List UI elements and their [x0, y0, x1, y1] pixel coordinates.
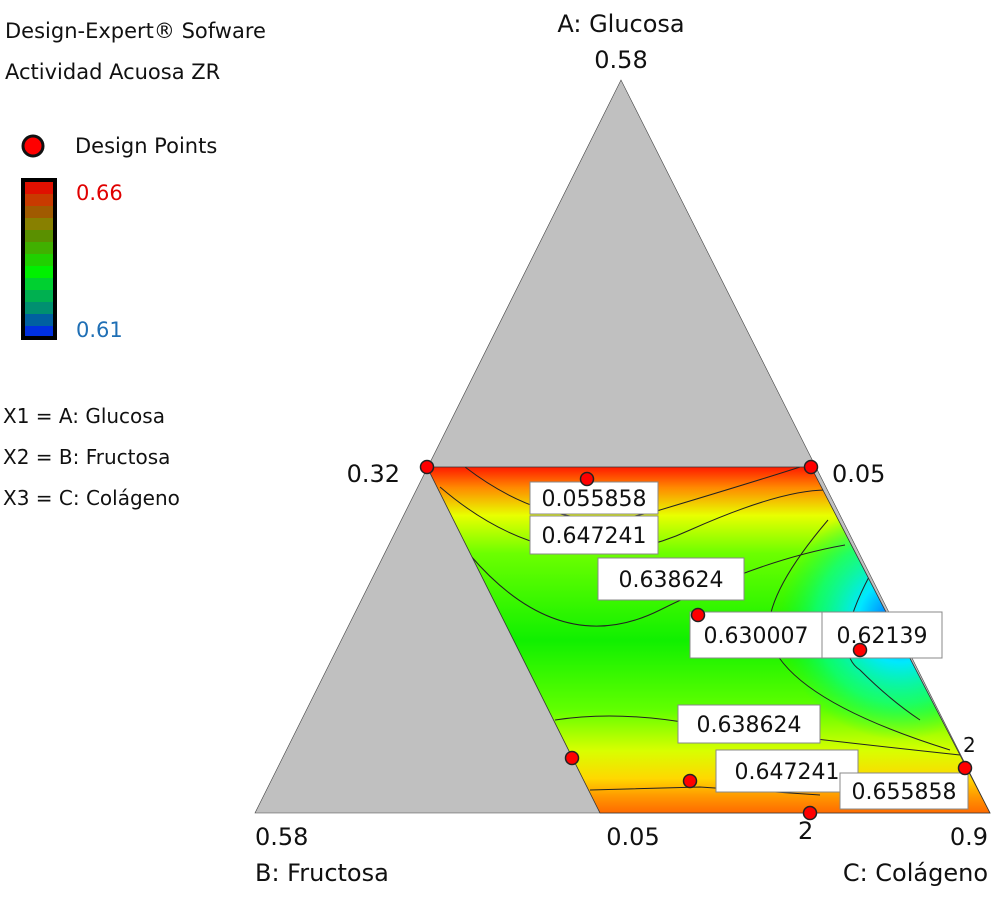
design-point — [957, 760, 973, 776]
axis-c-max: 0.9 — [950, 823, 988, 851]
scale-max-label: 0.66 — [76, 181, 123, 205]
contour-label-box — [715, 749, 859, 793]
color-scale-step — [25, 326, 53, 339]
contour-label: 0.647241 — [735, 760, 840, 785]
design-point — [564, 750, 580, 766]
color-scale-step — [25, 242, 53, 255]
color-scale-step — [25, 290, 53, 303]
contour-label: 0.638624 — [697, 713, 802, 738]
color-scale-step — [25, 230, 53, 243]
software-name: Design-Expert® Sofware — [5, 19, 266, 43]
replicate-count: 2 — [798, 817, 813, 845]
color-scale-step — [25, 218, 53, 231]
axis-b-label: B: Fructosa — [255, 859, 389, 887]
scale-min-label: 0.61 — [76, 318, 123, 342]
contour-label: 0.630007 — [704, 624, 809, 649]
design-point — [690, 607, 706, 623]
color-scale-step — [25, 314, 53, 327]
design-point — [579, 471, 595, 487]
axis-a-left-value: 0.32 — [347, 460, 400, 488]
color-scale-step — [25, 206, 53, 219]
factor-x3: X3 = C: Colágeno — [3, 486, 180, 510]
contour-label-box — [677, 704, 821, 744]
axis-a-min: 0.05 — [832, 460, 885, 488]
design-points-legend-label: Design Points — [75, 134, 217, 158]
factor-x1: X1 = A: Glucosa — [3, 404, 165, 428]
design-point — [682, 773, 698, 789]
design-points: 22 — [419, 459, 976, 845]
contour-label: 0.647241 — [542, 524, 647, 549]
response-name: Actividad Acuosa ZR — [5, 60, 220, 84]
contour-labels: 0.055858 0.647241 0.638624 0.630007 0.62139 0… — [529, 481, 969, 810]
contour-label-box — [529, 481, 659, 515]
contour-label-box — [597, 557, 745, 601]
contour-label: 0.638624 — [619, 568, 724, 593]
color-scale-step — [25, 254, 53, 267]
design-point-legend-icon — [21, 134, 45, 158]
contour-label: 0.62139 — [837, 624, 928, 649]
color-scale-bar — [25, 182, 53, 339]
axis-a-max: 0.58 — [594, 46, 647, 74]
color-scale-step — [25, 194, 53, 207]
contour-label-box — [689, 611, 823, 659]
contour-label-box — [529, 515, 659, 555]
axis-b-min: 0.05 — [606, 823, 659, 851]
contour-label: 0.055858 — [542, 487, 647, 512]
contour-label-box — [821, 611, 943, 659]
color-scale-step — [25, 278, 53, 291]
axis-b-max: 0.58 — [255, 823, 308, 851]
contour-label-box — [839, 772, 969, 810]
design-point — [419, 459, 435, 475]
design-point — [802, 805, 818, 821]
contour-label: 0.655858 — [852, 780, 957, 805]
color-scale-step — [25, 266, 53, 279]
axis-a-label: A: Glucosa — [557, 10, 684, 38]
design-point — [852, 642, 868, 658]
factor-x2: X2 = B: Fructosa — [3, 445, 170, 469]
axis-c-label: C: Colágeno — [843, 859, 988, 887]
color-scale-step — [25, 302, 53, 315]
design-point — [803, 459, 819, 475]
color-scale-step — [25, 182, 53, 195]
replicate-count: 2 — [963, 733, 976, 757]
